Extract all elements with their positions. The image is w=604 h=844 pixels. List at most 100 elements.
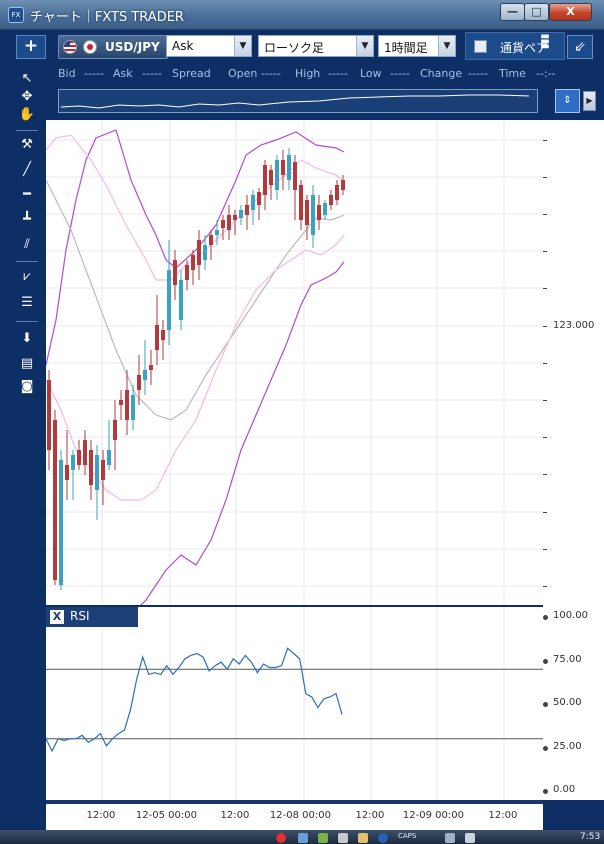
fibonacci-tool-icon[interactable]: ☰ — [21, 295, 33, 310]
candle-body — [125, 390, 129, 420]
trend-line-icon[interactable]: ╱ — [23, 162, 31, 177]
close-indicator-button[interactable]: X — [50, 610, 64, 624]
candle-body — [227, 215, 231, 230]
chevron-down-icon: ▼ — [356, 36, 373, 56]
rsi-tick-dot — [543, 789, 548, 794]
rsi-tick-dot — [543, 745, 548, 751]
hand-tool-icon[interactable]: ✋ — [18, 107, 36, 122]
pointer-tool-icon[interactable]: ↖ — [21, 71, 33, 86]
candle-body — [143, 370, 147, 380]
open-label: Open — [228, 67, 258, 80]
palette-divider — [16, 130, 38, 131]
candle-body — [77, 450, 81, 465]
rsi-tick-label: 50.00 — [553, 697, 582, 708]
network-icon[interactable] — [445, 833, 455, 843]
fan-tool-icon[interactable]: ⩗ — [23, 269, 31, 284]
vertical-line-icon[interactable]: ┻ — [23, 212, 31, 227]
collapse-button[interactable]: ⇙ — [567, 35, 593, 59]
outer-upper-band — [45, 129, 345, 366]
price-type-select[interactable]: Ask ▼ — [166, 35, 252, 57]
currency-pair-toggle[interactable]: 通貨ペア — [465, 32, 565, 60]
candle-body — [71, 455, 75, 470]
chart-grid — [46, 120, 543, 605]
chart-type-select[interactable]: ローソク足 ▼ — [258, 35, 374, 57]
candle-body — [257, 192, 261, 205]
change-label: Change — [420, 67, 463, 80]
time-tick-label: 12-09 00:00 — [402, 810, 464, 821]
camera-icon[interactable]: ◙ — [20, 379, 34, 394]
rsi-tick-dot — [543, 702, 548, 707]
arrow-right-icon: ▶ — [586, 96, 593, 105]
download-icon[interactable]: ⬇ — [21, 331, 33, 346]
time-axis[interactable] — [46, 804, 543, 830]
symbol-selector-button[interactable]: USD/JPY — [58, 35, 168, 59]
hammer-tool-icon[interactable]: ⚒ — [21, 137, 33, 152]
rsi-tick-label: 25.00 — [553, 740, 582, 752]
price-axis-tick — [543, 512, 547, 513]
rsi-reference-lines — [46, 668, 543, 740]
high-value: ----- — [328, 67, 348, 80]
rsi-line — [45, 647, 343, 753]
time-tick-label: 12:00 — [220, 810, 250, 821]
rsi-tick-label: 75.00 — [553, 653, 582, 665]
menu-grip-icon[interactable]: ▬ ▬ ▬ — [540, 31, 550, 52]
rsi-tick-label: 0.00 — [553, 784, 576, 795]
close-button[interactable]: X — [549, 3, 592, 21]
candle-body — [137, 375, 141, 390]
candle-body — [203, 245, 207, 260]
candle-body — [59, 460, 63, 585]
price-axis-label: 123.000 — [553, 320, 595, 331]
price-axis-tick — [543, 177, 547, 178]
ask-value: ----- — [142, 67, 162, 80]
zoom-toggle-button[interactable]: ⇕ — [555, 89, 580, 113]
rsi-grid — [101, 607, 505, 800]
candle-body — [215, 230, 219, 235]
pair-label: 通貨ペア — [500, 41, 549, 55]
candle-body — [119, 400, 123, 405]
candle-body — [245, 205, 249, 215]
price-axis-tick — [543, 251, 547, 252]
candle-body — [47, 380, 51, 450]
palette-divider — [16, 321, 38, 322]
list-icon[interactable]: ▤ — [20, 356, 34, 371]
maximize-button[interactable]: □ — [524, 3, 549, 21]
candle-body — [179, 280, 183, 320]
volume-icon[interactable] — [465, 833, 475, 843]
price-axis-tick — [543, 586, 547, 587]
candle-body — [275, 160, 279, 190]
tray-app-icon[interactable] — [318, 833, 328, 843]
pair-checkbox[interactable] — [474, 40, 487, 53]
crosshair-tool-icon[interactable]: ✥ — [21, 89, 33, 104]
candle-body — [263, 165, 267, 195]
time-tick-label: 12:00 — [86, 810, 116, 821]
candle-body — [185, 265, 189, 280]
minimize-button[interactable]: — — [500, 3, 525, 21]
drawing-tool-palette: ↖ ✥ ✋ ⚒ ╱ ━ ┻ ⫽ ⩗ ☰ ⬇ ▤ ◙ — [14, 66, 40, 826]
candle-body — [221, 220, 225, 228]
price-axis-tick — [543, 363, 547, 364]
time-tick-label: 12:00 — [488, 810, 518, 821]
channel-line-icon[interactable]: ⫽ — [24, 237, 30, 252]
timeframe-select[interactable]: 1時間足 ▼ — [378, 35, 456, 57]
price-chart-panel[interactable] — [45, 120, 543, 651]
low-label: Low — [360, 67, 382, 80]
time-label: Time — [499, 67, 526, 80]
rsi-panel[interactable] — [45, 607, 543, 800]
candle-body — [281, 160, 285, 175]
tray-app-icon[interactable] — [298, 833, 308, 843]
price-axis-tick — [543, 549, 547, 550]
add-chart-button[interactable]: + — [16, 35, 46, 59]
price-type-value: Ask — [172, 39, 194, 53]
tray-app-icon[interactable] — [338, 833, 348, 843]
horizontal-line-icon[interactable]: ━ — [23, 187, 31, 202]
help-icon[interactable] — [378, 833, 388, 843]
bid-label: Bid — [58, 67, 76, 80]
candle-body — [305, 200, 309, 225]
overview-line — [60, 94, 530, 109]
price-axis[interactable] — [543, 120, 604, 800]
overview-scrollbar[interactable]: ◀ ▶ — [58, 89, 596, 113]
tray-app-icon[interactable] — [358, 833, 368, 843]
scroll-right-button[interactable]: ▶ — [583, 91, 596, 111]
record-icon[interactable] — [276, 833, 286, 843]
